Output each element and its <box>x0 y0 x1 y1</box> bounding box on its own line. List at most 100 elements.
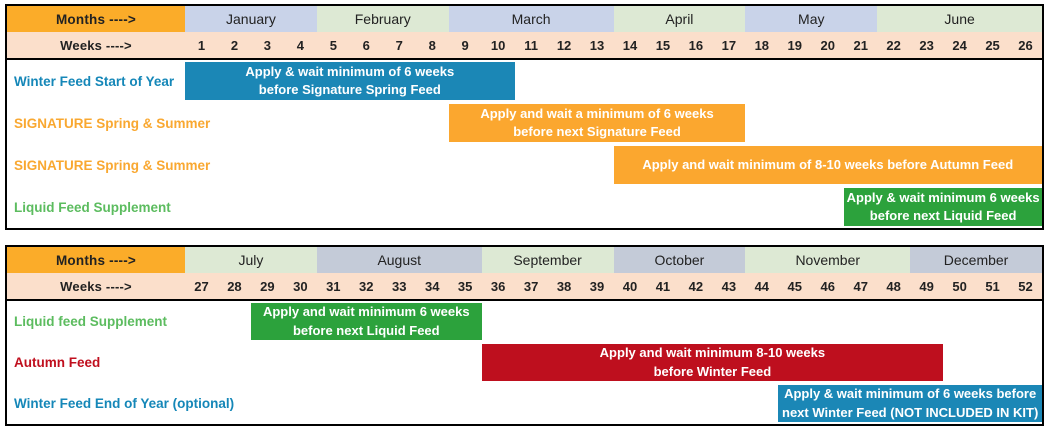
week-cell-48: 48 <box>886 278 901 294</box>
task-row: Liquid Feed Supplement Apply & wait minim… <box>7 186 1042 228</box>
month-cell-november: November <box>745 247 911 273</box>
months-header-row: Months ----> January February March April May… <box>7 6 1042 32</box>
month-cell-may: May <box>745 6 878 32</box>
months-header-label: Months ----> <box>7 6 185 32</box>
month-cell-december: December <box>910 247 1042 273</box>
week-cell-20: 20 <box>820 37 835 53</box>
bar-text-line: Apply and wait minimum of 8-10 weeks bef… <box>642 156 1014 172</box>
week-cell-34: 34 <box>424 278 440 294</box>
week-cell-15: 15 <box>655 37 671 53</box>
bar-text-line: before Signature Spring Feed <box>258 82 441 97</box>
bar-text-line: Apply & wait minimum of 6 weeks before <box>784 386 1037 402</box>
task-row: Autumn Feed Apply and wait minimum 8-10 w… <box>7 342 1042 383</box>
task-label: SIGNATURE Spring & Summer <box>14 115 211 131</box>
task-bar: Apply & wait minimum of 6 weeks before ne… <box>778 385 1042 422</box>
task-row: Winter Feed Start of Year Apply & wait mi… <box>7 60 1042 102</box>
bar-text-line: Apply and wait minimum 6 weeks <box>262 304 470 320</box>
task-bar: Apply & wait minimum of 6 weeks before Si… <box>185 62 515 100</box>
week-cell-45: 45 <box>787 278 803 294</box>
bar-text-line: before next Liquid Feed <box>292 322 440 338</box>
task-label: Winter Feed End of Year (optional) <box>14 396 235 411</box>
week-cell-27: 27 <box>194 278 209 294</box>
week-cell-12: 12 <box>556 37 572 53</box>
week-cell-13: 13 <box>589 37 605 53</box>
task-label: Liquid Feed Supplement <box>14 199 171 215</box>
month-cell-july: July <box>185 247 317 273</box>
week-cell-22: 22 <box>886 37 901 53</box>
month-cell-june: June <box>877 6 1042 32</box>
months-header-label: Months ----> <box>7 247 185 273</box>
week-cell-9: 9 <box>461 37 469 53</box>
week-cell-39: 39 <box>589 278 605 294</box>
month-cell-october: October <box>613 247 746 273</box>
task-bar: Apply & wait minimum 6 weeks before next … <box>844 188 1042 226</box>
week-cell-36: 36 <box>490 278 506 294</box>
week-cell-44: 44 <box>754 278 770 294</box>
week-cell-47: 47 <box>853 278 868 294</box>
weeks-header-label: Weeks ----> <box>60 278 132 294</box>
week-cell-52: 52 <box>1018 278 1033 294</box>
bar-text-line: Apply and wait minimum 8-10 weeks <box>599 345 826 361</box>
week-cell-11: 11 <box>524 37 538 53</box>
week-cell-35: 35 <box>457 278 473 294</box>
week-cell-2: 2 <box>230 37 239 53</box>
week-cell-23: 23 <box>919 37 934 53</box>
task-row: Winter Feed End of Year (optional) Apply … <box>7 383 1042 424</box>
task-row: Liquid feed Supplement Apply and wait min… <box>7 301 1042 342</box>
week-cell-49: 49 <box>919 278 934 294</box>
month-cell-january: January <box>185 6 317 32</box>
week-cell-29: 29 <box>260 278 275 294</box>
bar-text-line: before Winter Feed <box>653 363 772 379</box>
week-cell-28: 28 <box>227 278 242 294</box>
task-bar: Apply and wait a minimum of 6 weeks befor… <box>448 104 746 142</box>
bar-text-line: Apply & wait minimum 6 weeks <box>846 189 1040 205</box>
week-cell-40: 40 <box>622 278 638 294</box>
week-cell-51: 51 <box>985 278 1000 294</box>
week-cell-33: 33 <box>392 278 407 294</box>
week-cell-41: 41 <box>655 278 671 294</box>
task-label: Liquid feed Supplement <box>14 314 168 329</box>
bar-text-line: before next Liquid Feed <box>869 208 1017 223</box>
week-cell-10: 10 <box>490 37 506 53</box>
month-cell-april: April <box>613 6 746 32</box>
task-row: SIGNATURE Spring & Summer Apply and wait … <box>7 102 1042 144</box>
task-label: Autumn Feed <box>14 355 101 370</box>
weeks-header-row: Weeks ----> 1 2 3 4 5 6 7 8 9 10 11 12 13 14 15 16 17 18 19… <box>7 32 1042 60</box>
week-cell-17: 17 <box>721 37 737 53</box>
bar-text-line: before next Signature Feed <box>513 124 681 139</box>
weeks-header-label: Weeks ----> <box>60 37 132 53</box>
week-cell-18: 18 <box>754 37 770 53</box>
month-cell-august: August <box>316 247 482 273</box>
week-cell-38: 38 <box>556 278 572 294</box>
task-label: SIGNATURE Spring & Summer <box>14 157 211 173</box>
week-cell-1: 1 <box>197 37 206 53</box>
month-cell-march: March <box>448 6 614 32</box>
months-header-row: Months ----> July August September October No… <box>7 247 1042 273</box>
week-cell-43: 43 <box>721 278 737 294</box>
week-cell-42: 42 <box>688 278 704 294</box>
week-cell-26: 26 <box>1018 37 1033 53</box>
week-cell-32: 32 <box>359 278 374 294</box>
second-half-table: Months ----> July August September October No… <box>5 245 1044 426</box>
task-label: Winter Feed Start of Year <box>14 73 175 89</box>
week-cell-7: 7 <box>395 37 403 53</box>
week-cell-46: 46 <box>820 278 835 294</box>
week-cell-6: 6 <box>362 37 370 53</box>
week-cell-50: 50 <box>952 278 967 294</box>
week-cell-14: 14 <box>622 37 638 53</box>
week-cell-31: 31 <box>326 278 341 294</box>
task-bar: Apply and wait minimum 8-10 weeks before … <box>481 344 944 381</box>
task-row: SIGNATURE Spring & Summer Apply and wait … <box>7 144 1042 186</box>
week-cell-19: 19 <box>787 37 803 53</box>
bar-text-line: next Winter Feed (NOT INCLUDED IN KIT) <box>782 404 1039 420</box>
week-cell-30: 30 <box>293 278 308 294</box>
weeks-header-row: Weeks ----> 27 28 29 30 31 32 33 34 35 36 37 38 39 40 4… <box>7 273 1042 301</box>
week-cell-25: 25 <box>985 37 1000 53</box>
month-cell-september: September <box>481 247 614 273</box>
week-cell-8: 8 <box>428 37 436 53</box>
week-cell-3: 3 <box>263 37 272 53</box>
task-bar: Apply and wait minimum 6 weeks before nex… <box>250 303 482 340</box>
week-cell-37: 37 <box>523 278 539 294</box>
task-bar: Apply and wait minimum of 8-10 weeks bef… <box>613 146 1042 184</box>
